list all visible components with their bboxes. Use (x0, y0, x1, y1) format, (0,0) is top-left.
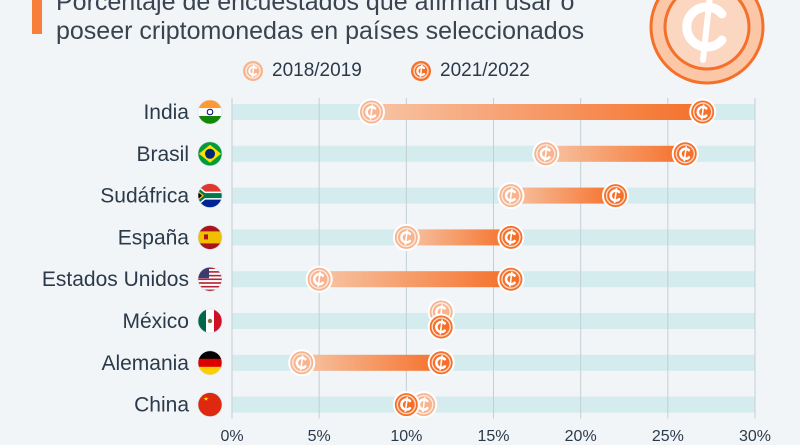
country-label: India (143, 101, 189, 124)
point-2021-2022 (427, 349, 455, 377)
connector-bar (406, 229, 511, 246)
x-tick-label: 0% (220, 428, 243, 445)
points-layer (288, 98, 717, 419)
mexico-flag-icon (197, 308, 223, 334)
legend: 2018/2019 2021/2022 (0, 56, 800, 86)
point-2018-2019 (357, 98, 385, 126)
spain-flag-icon (197, 225, 223, 250)
country-label: China (134, 394, 189, 417)
point-2021-2022 (689, 98, 717, 126)
point-2021-2022 (427, 313, 455, 341)
legend-marker-dark (411, 61, 431, 81)
germany-flag-icon (197, 350, 223, 376)
chart-subtitle: Porcentaje de encuestados que afirman us… (56, 0, 656, 46)
point-2021-2022 (497, 265, 525, 293)
country-label: España (118, 226, 190, 249)
connector-bar (545, 145, 686, 162)
legend-item-2018-2019: 2018/2019 (242, 56, 362, 86)
connector-bar (301, 354, 442, 371)
legend-label-2018-2019: 2018/2019 (272, 60, 362, 81)
point-2021-2022 (671, 140, 699, 168)
country-label: Sudáfrica (100, 185, 189, 208)
usa-flag-icon (197, 266, 223, 292)
country-label: Brasil (136, 143, 189, 166)
title-accent-bar (32, 0, 42, 34)
legend-item-2021-2022: 2021/2022 (410, 56, 530, 86)
x-tick-label: 10% (390, 428, 422, 445)
x-tick-label: 5% (308, 428, 331, 445)
connector-layer (301, 104, 703, 413)
south-africa-flag-icon (197, 183, 223, 208)
point-2018-2019 (305, 265, 333, 293)
point-2018-2019 (497, 182, 525, 210)
connector-bar (371, 104, 703, 120)
legend-marker-light (243, 61, 263, 81)
china-flag-icon (197, 392, 223, 417)
x-tick-label: 20% (565, 428, 597, 445)
subtitle-line-2: poseer criptomonedas en países seleccion… (56, 17, 585, 45)
x-axis: 0% 5% 10% 15% 20% 25% 30% (220, 428, 771, 445)
country-label: Estados Unidos (42, 268, 189, 291)
country-label: Alemania (101, 352, 189, 375)
point-2018-2019 (532, 140, 560, 168)
x-tick-label: 30% (739, 428, 771, 445)
legend-label-2021-2022: 2021/2022 (440, 60, 530, 81)
labels-layer: India Brasil Sudáfrica España Estados Unidos… (42, 99, 223, 417)
crypto-coin-icon (649, 0, 765, 85)
connector-bar (510, 187, 616, 204)
x-tick-label: 25% (652, 428, 684, 445)
connector-bar (319, 271, 511, 288)
point-2021-2022 (602, 182, 630, 210)
brazil-flag-icon (197, 141, 223, 167)
country-label: México (122, 310, 189, 333)
x-tick-label: 15% (477, 428, 509, 445)
subtitle-line-1: Porcentaje de encuestados que afirman us… (56, 0, 575, 16)
point-2018-2019 (288, 349, 316, 377)
point-2021-2022 (392, 391, 420, 419)
point-2018-2019 (392, 223, 420, 251)
point-2021-2022 (497, 223, 525, 251)
india-flag-icon (197, 99, 223, 125)
